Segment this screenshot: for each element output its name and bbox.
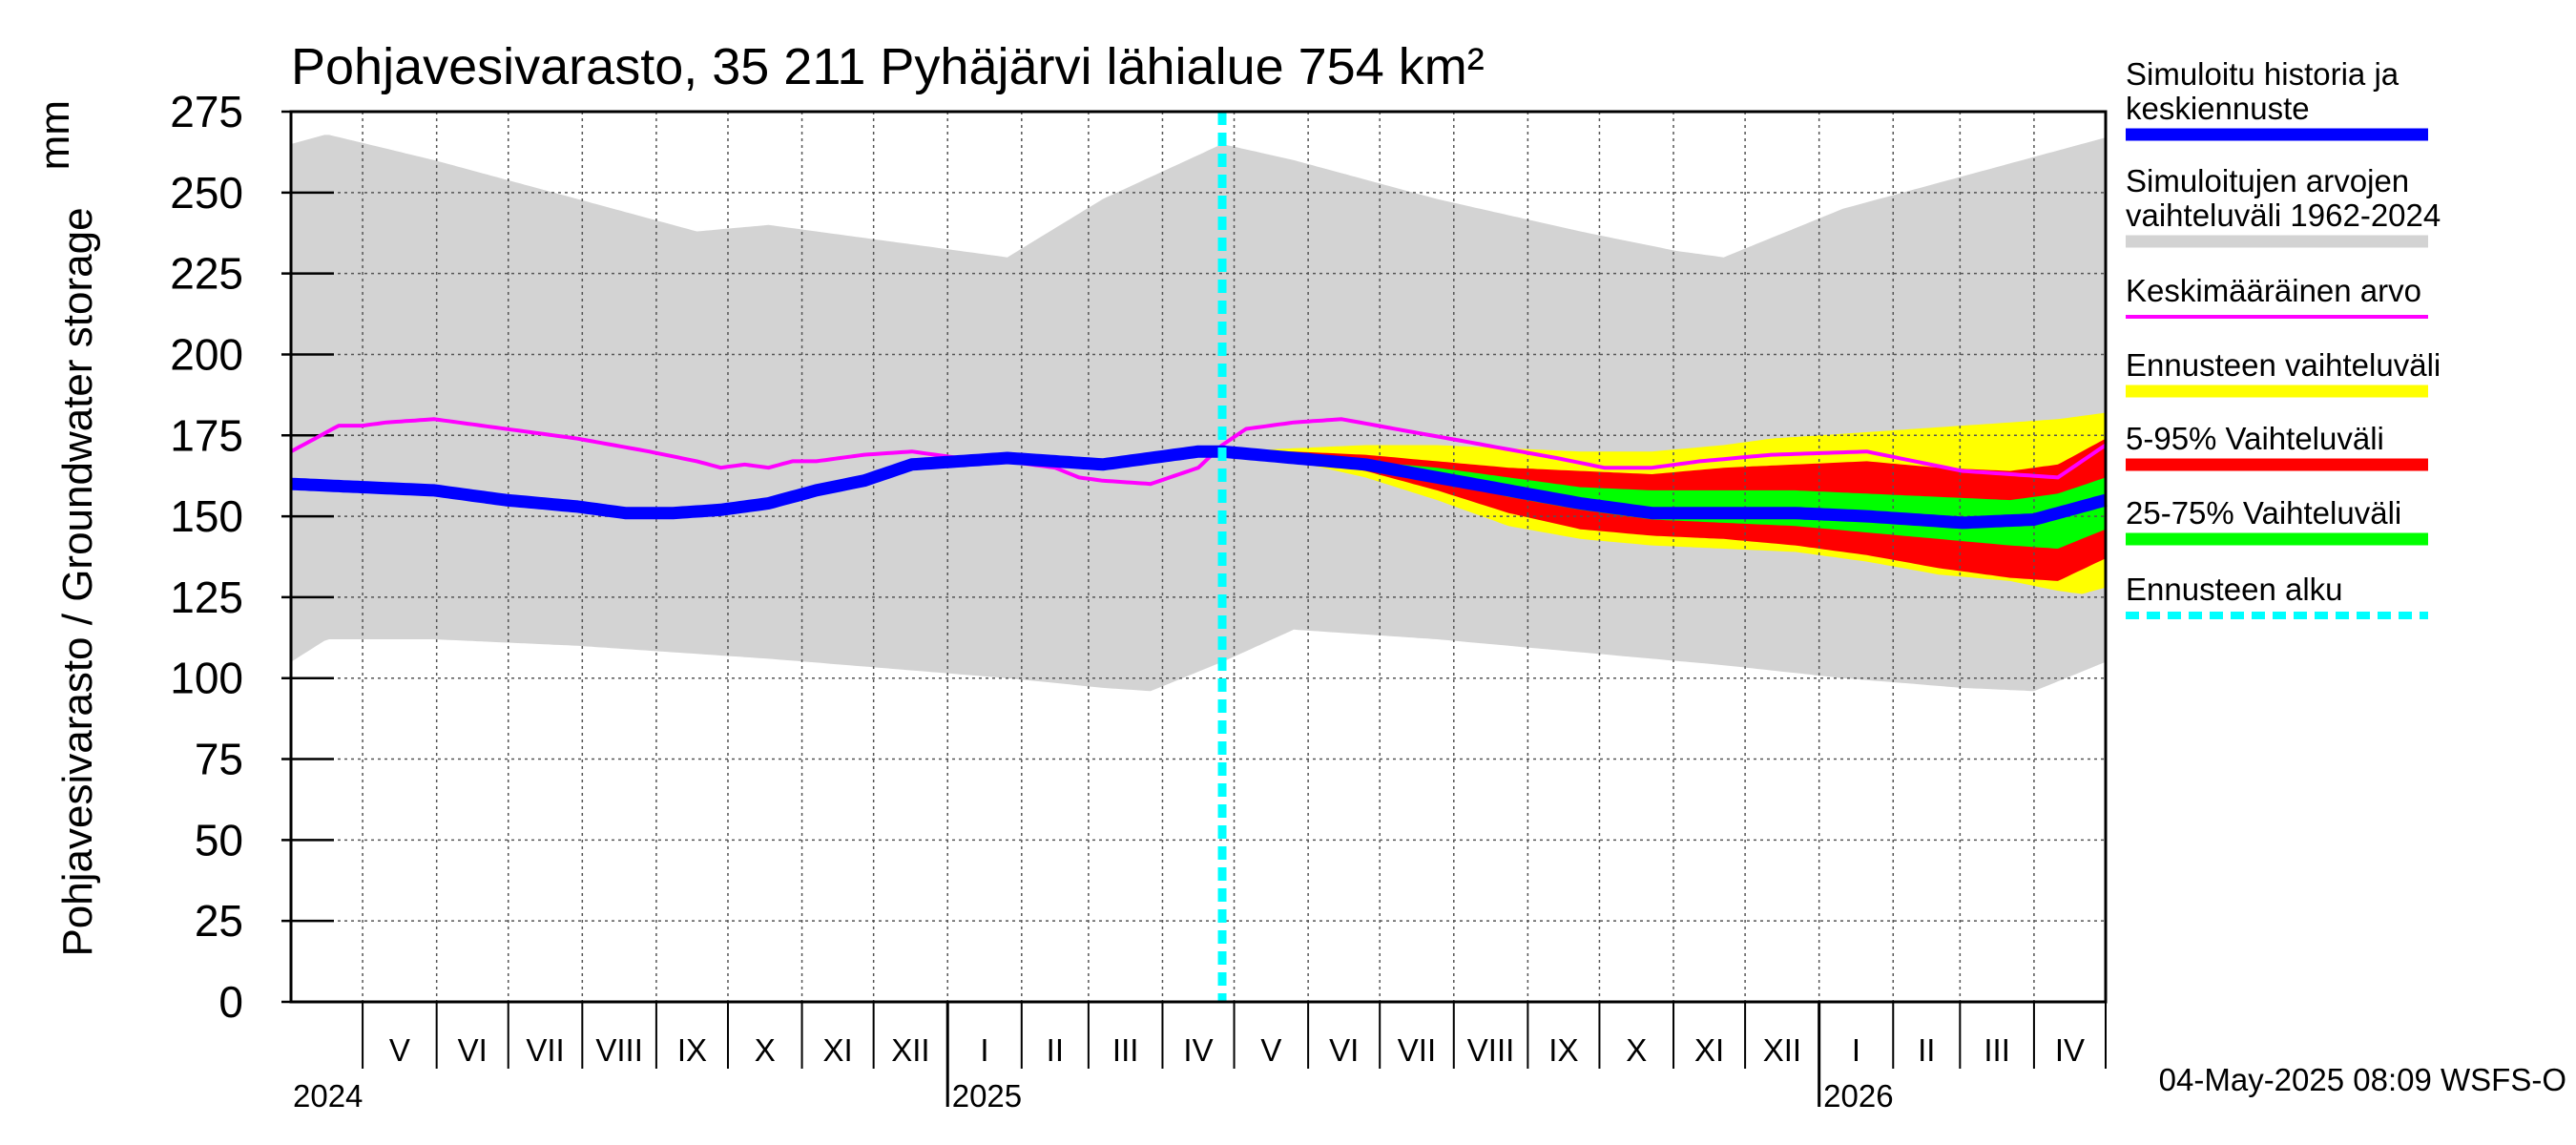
chart-title: Pohjavesivarasto, 35 211 Pyhäjärvi lähia… [291, 38, 1485, 95]
x-month-label: II [1918, 1032, 1935, 1068]
legend-label: Simuloitu historia ja [2126, 56, 2399, 92]
x-month-labels: V VI VII VIII IX X XI XII I II III IV V VI VII VIII IX X X… [293, 1032, 2085, 1114]
historical-range-band [291, 135, 2106, 692]
x-month-label: VI [1329, 1032, 1359, 1068]
x-year-label: 2026 [1823, 1078, 1893, 1114]
x-month-label: XII [891, 1032, 929, 1068]
x-month-label: XI [1694, 1032, 1724, 1068]
legend-label: Ennusteen vaihteluväli [2126, 347, 2441, 383]
x-month-label: XII [1763, 1032, 1801, 1068]
x-month-label: XI [823, 1032, 853, 1068]
simulated-history-line [289, 445, 2108, 530]
y-tick-labels: 0 25 50 75 100 125 150 175 200 225 250 275 [170, 87, 243, 1027]
x-month-label: V [389, 1032, 410, 1068]
y-tick-label: 200 [170, 329, 243, 379]
legend-label: Simuloitujen arvojen [2126, 163, 2409, 198]
y-tick-label: 275 [170, 87, 243, 136]
x-month-label: VII [1398, 1032, 1436, 1068]
y-unit-label: mm [31, 100, 78, 170]
x-month-label: VIII [1467, 1032, 1515, 1068]
y-tick-label: 50 [195, 815, 243, 864]
x-month-label: IX [677, 1032, 707, 1068]
y-tick-label: 250 [170, 168, 243, 218]
x-month-label: VI [458, 1032, 488, 1068]
lines-layer [289, 112, 2108, 1002]
x-month-label: III [1112, 1032, 1139, 1068]
x-month-label: X [1626, 1032, 1647, 1068]
x-month-label: III [1984, 1032, 2010, 1068]
x-month-label: I [980, 1032, 988, 1068]
x-month-label: X [755, 1032, 776, 1068]
legend-label: Ennusteen alku [2126, 572, 2343, 607]
legend-label: 25-75% Vaihteluväli [2126, 495, 2401, 531]
x-month-label: IV [1183, 1032, 1213, 1068]
y-tick-label: 175 [170, 410, 243, 460]
y-tick-label: 125 [170, 572, 243, 622]
footer-timestamp: 04-May-2025 08:09 WSFS-O [2159, 1062, 2566, 1097]
axes-layer [289, 110, 2108, 1107]
y-tick-label: 225 [170, 249, 243, 299]
legend-label: vaihteluväli 1962-2024 [2126, 198, 2441, 233]
x-month-label: VII [526, 1032, 564, 1068]
bands-layer [291, 135, 2106, 692]
legend-label: Keskimääräinen arvo [2126, 273, 2421, 308]
x-month-label: I [1852, 1032, 1860, 1068]
y-axis-label: Pohjavesivarasto / Groundwater storage [54, 207, 101, 956]
x-month-label: IV [2055, 1032, 2085, 1068]
y-tick-label: 100 [170, 654, 243, 703]
x-month-label: IX [1548, 1032, 1578, 1068]
x-year-label: 2025 [952, 1078, 1022, 1114]
y-tick-label: 75 [195, 735, 243, 784]
x-month-label: II [1047, 1032, 1064, 1068]
y-tick-label: 150 [170, 491, 243, 541]
x-month-label: VIII [595, 1032, 643, 1068]
x-month-label: V [1260, 1032, 1281, 1068]
y-tick-label: 25 [195, 896, 243, 946]
legend-label: 5-95% Vaihteluväli [2126, 421, 2384, 456]
plot-frame [289, 110, 2108, 1004]
x-year-label: 2024 [293, 1078, 363, 1114]
y-tick-label: 0 [218, 977, 243, 1027]
mean-value-line [290, 417, 2108, 487]
legend-label: keskiennuste [2126, 91, 2310, 126]
